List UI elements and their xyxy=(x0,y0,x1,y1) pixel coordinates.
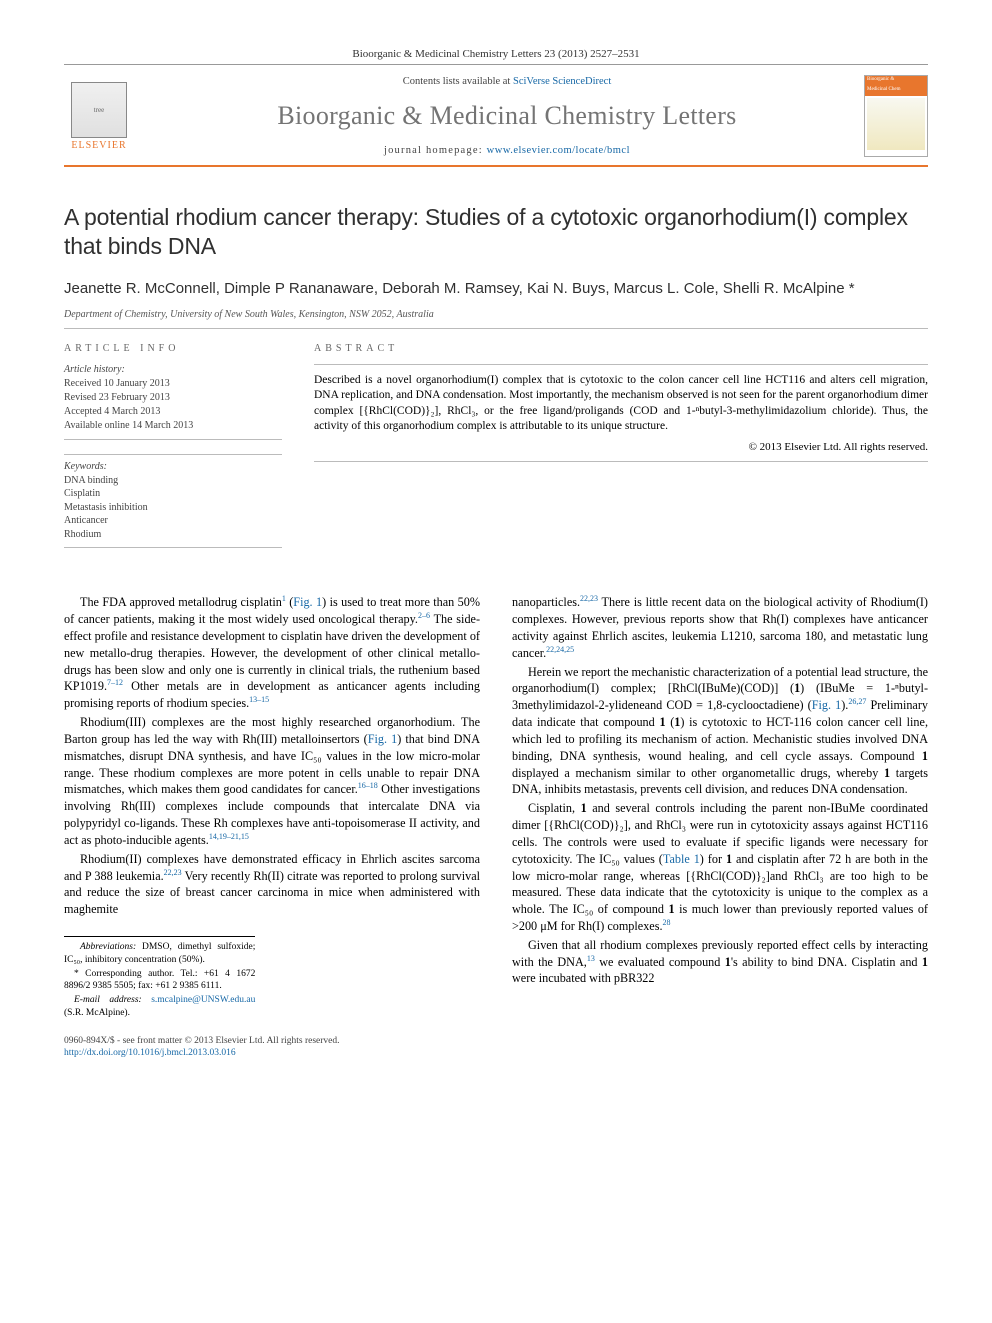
history-received: Received 10 January 2013 xyxy=(64,377,282,391)
c2p1a: nanoparticles. xyxy=(512,595,580,609)
abstract-copyright: © 2013 Elsevier Ltd. All rights reserved… xyxy=(314,441,928,453)
journal-homepage-line: journal homepage: www.elsevier.com/locat… xyxy=(150,145,864,156)
fig1-link-c[interactable]: Fig. 1 xyxy=(812,698,842,712)
fig1-link-a[interactable]: Fig. 1 xyxy=(293,595,322,609)
journal-homepage-link[interactable]: www.elsevier.com/locate/bmcl xyxy=(487,145,630,156)
ref-22-23-a[interactable]: 22,23 xyxy=(164,867,182,876)
abbrev-label: Abbreviations: xyxy=(80,942,136,952)
corr-label: * Corresponding author. xyxy=(74,969,174,979)
ref-22-23-b[interactable]: 22,23 xyxy=(580,594,598,603)
sciencedirect-link[interactable]: SciVerse ScienceDirect xyxy=(513,76,611,87)
keyword-4: Rhodium xyxy=(64,528,282,542)
keyword-2: Metastasis inhibition xyxy=(64,501,282,515)
p1a: The FDA approved metallodrug cisplatin xyxy=(80,595,282,609)
publisher-name: ELSEVIER xyxy=(71,140,126,151)
ref-13[interactable]: 13 xyxy=(587,954,595,963)
ref-2-6[interactable]: 2–6 xyxy=(418,611,430,620)
affiliation: Department of Chemistry, University of N… xyxy=(64,309,928,320)
abstract-text: Described is a novel organorhodium(I) co… xyxy=(314,373,928,435)
contents-available-line: Contents lists available at SciVerse Sci… xyxy=(150,76,864,87)
email-label: E-mail address: xyxy=(74,995,142,1005)
p1e: Other metals are in development as antic… xyxy=(64,679,480,710)
keyword-3: Anticancer xyxy=(64,514,282,528)
email-link[interactable]: s.mcalpine@UNSW.edu.au xyxy=(151,995,255,1005)
ref-7-12[interactable]: 7–12 xyxy=(107,678,123,687)
ref-28[interactable]: 28 xyxy=(663,918,671,927)
keyword-0: DNA binding xyxy=(64,474,282,488)
compound-1-j: 1 xyxy=(922,955,928,969)
history-label: Article history: xyxy=(64,364,282,375)
history-online: Available online 14 March 2013 xyxy=(64,419,282,433)
c2p2e: ( xyxy=(666,715,675,729)
abstract-block: abstract Described is a novel organorhod… xyxy=(314,343,928,542)
article-title: A potential rhodium cancer therapy: Stud… xyxy=(64,203,928,261)
table1-link[interactable]: Table 1 xyxy=(663,852,700,866)
contents-prefix: Contents lists available at xyxy=(403,76,513,87)
doi-link[interactable]: http://dx.doi.org/10.1016/j.bmcl.2013.03… xyxy=(64,1048,236,1058)
ref-13-15[interactable]: 13–15 xyxy=(249,695,269,704)
email-suffix: (S.R. McAlpine). xyxy=(64,1008,130,1018)
page-footer: 0960-894X/$ - see front matter © 2013 El… xyxy=(64,1035,928,1060)
c2p2g: displayed a mechanism similar to other o… xyxy=(512,766,884,780)
c2p3c: ) for xyxy=(700,852,726,866)
citation-line: Bioorganic & Medicinal Chemistry Letters… xyxy=(64,48,928,60)
body-column-2: nanoparticles.22,23 There is little rece… xyxy=(512,594,928,1021)
body-column-1: The FDA approved metallodrug cisplatin1 … xyxy=(64,594,480,1021)
article-info-header: article info xyxy=(64,343,282,354)
fig1-link-b[interactable]: Fig. 1 xyxy=(368,732,398,746)
body-text: The FDA approved metallodrug cisplatin1 … xyxy=(64,594,928,1021)
homepage-prefix: journal homepage: xyxy=(384,145,487,156)
article-info-block: article info Article history: Received 1… xyxy=(64,343,282,542)
ref-14-19-21-15[interactable]: 14,19–21,15 xyxy=(209,832,249,841)
compound-1-d: 1 xyxy=(922,749,928,763)
ref-22-24-25[interactable]: 22,24,25 xyxy=(546,645,574,654)
history-revised: Revised 23 February 2013 xyxy=(64,391,282,405)
c2p4d: were incubated with pBR322 xyxy=(512,971,655,985)
footer-copyright: 0960-894X/$ - see front matter © 2013 El… xyxy=(64,1035,928,1047)
ref-26-27[interactable]: 26,27 xyxy=(848,697,866,706)
journal-header: tree ELSEVIER Contents lists available a… xyxy=(64,64,928,167)
publisher-logo: tree ELSEVIER xyxy=(64,76,134,156)
footnotes-block: Abbreviations: DMSO, dimethyl sulfoxide;… xyxy=(64,936,255,1020)
abstract-header: abstract xyxy=(314,343,928,354)
elsevier-tree-icon: tree xyxy=(71,82,127,138)
ref-16-18[interactable]: 16–18 xyxy=(358,781,378,790)
keyword-1: Cisplatin xyxy=(64,487,282,501)
c2p4b: we evaluated compound xyxy=(595,955,725,969)
author-list: Jeanette R. McConnell, Dimple P Rananawa… xyxy=(64,279,928,299)
c2p3a: Cisplatin, xyxy=(528,801,581,815)
journal-cover-thumbnail: Bioorganic & Medicinal Chem xyxy=(864,75,928,157)
keywords-label: Keywords: xyxy=(64,461,282,472)
title-separator xyxy=(64,328,928,329)
history-accepted: Accepted 4 March 2013 xyxy=(64,405,282,419)
c2p4c: 's ability to bind DNA. Cisplatin and xyxy=(731,955,922,969)
journal-title: Bioorganic & Medicinal Chemistry Letters xyxy=(150,101,864,131)
